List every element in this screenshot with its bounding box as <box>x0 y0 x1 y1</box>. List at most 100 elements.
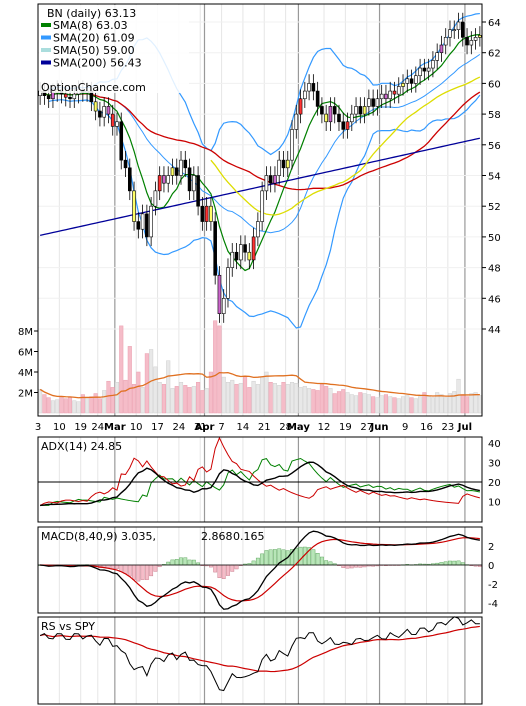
candle-body <box>234 251 239 261</box>
volume-bar <box>80 394 85 414</box>
volume-bar <box>187 387 192 414</box>
volume-bar <box>123 379 128 414</box>
candle-body <box>196 175 200 207</box>
candle-body <box>465 37 469 46</box>
macd-histogram-bar <box>191 559 196 566</box>
volume-bar <box>63 398 68 414</box>
x-tick-label: 24 <box>91 422 104 433</box>
volume-bar <box>72 400 77 414</box>
x-tick-label: Apr <box>195 422 215 433</box>
volume-bar <box>42 394 47 414</box>
macd-histogram-bar <box>255 557 260 566</box>
x-tick-label: 12 <box>318 422 331 433</box>
volume-bar <box>238 383 243 414</box>
panel-frame <box>37 436 483 523</box>
volume-bar <box>157 382 162 414</box>
candle-body <box>273 175 277 184</box>
candle-body <box>307 83 311 92</box>
candle-body <box>478 35 482 38</box>
x-tick-label: 3 <box>35 422 41 433</box>
candle-body <box>93 101 98 112</box>
candle-body <box>362 106 367 115</box>
macd-tick-label: 0 <box>488 561 494 572</box>
candle-body <box>217 274 222 314</box>
volume-bar <box>132 384 137 414</box>
volume-bar <box>396 398 401 414</box>
volume-bar <box>345 392 350 414</box>
macd-histogram-bar <box>213 564 218 573</box>
candle-body <box>179 159 183 176</box>
price-tick-label: 50 <box>488 233 501 244</box>
macd-histogram-bar <box>221 564 226 579</box>
panel-frame <box>37 3 483 417</box>
volume-bar <box>349 394 354 414</box>
x-tick-label: 9 <box>402 422 408 433</box>
volume-bar <box>289 382 295 414</box>
volume-bar <box>477 395 482 414</box>
watermark-text: OptionChance.com <box>41 81 146 94</box>
macd-histogram-bar <box>230 564 235 572</box>
volume-bar <box>435 392 440 414</box>
volume-bar <box>332 393 337 414</box>
candle-body <box>204 205 209 222</box>
volume-bar <box>255 384 260 414</box>
candle-body <box>260 190 264 222</box>
candle-body <box>431 60 435 69</box>
macd-histogram-bar <box>260 553 265 566</box>
volume-bar <box>234 384 239 414</box>
volume-bar <box>102 390 107 414</box>
macd-histogram-bar <box>136 564 141 582</box>
x-tick-label: 10 <box>130 422 143 433</box>
volume-bar <box>55 399 60 414</box>
macd-histogram-bar <box>127 564 132 577</box>
macd-histogram-bar <box>149 564 154 577</box>
candle-body <box>345 121 350 130</box>
candle-body <box>256 221 260 238</box>
candle-body <box>367 98 371 107</box>
candle-body <box>354 106 358 115</box>
volume-bar <box>328 388 333 414</box>
volume-bar <box>307 388 312 414</box>
volume-bar <box>85 397 90 414</box>
volume-bar <box>213 320 218 414</box>
volume-bar <box>456 378 461 414</box>
macd-histogram-bar <box>448 560 452 566</box>
candle-body <box>127 167 132 192</box>
legend-swatch <box>41 48 51 52</box>
yellow-avg-line <box>210 76 481 216</box>
candle-body <box>426 67 431 72</box>
candle-body <box>375 98 380 107</box>
candle-body <box>72 93 77 100</box>
macd-histogram-bar <box>179 557 183 566</box>
volume-bar <box>161 384 166 414</box>
macd-histogram-bar <box>110 564 115 569</box>
volume-bar <box>400 396 406 414</box>
candle-body <box>388 90 393 100</box>
candle-body <box>209 205 213 222</box>
x-tick-label: 17 <box>151 422 164 433</box>
macd-histogram-bar <box>140 564 145 580</box>
chart-title: BN (daily) 63.13 <box>47 7 136 20</box>
candle-body <box>102 106 106 118</box>
volume-bar <box>67 397 73 414</box>
volume-bar <box>375 397 380 414</box>
adx-title: ADX(14) 24.85 <box>41 440 122 453</box>
volume-bar <box>294 383 299 414</box>
candle-body <box>243 244 247 253</box>
candle-body <box>132 190 136 222</box>
volume-bar <box>89 396 94 414</box>
candle-body <box>162 175 166 184</box>
x-tick-label: 21 <box>258 422 271 433</box>
candle-body <box>238 244 243 261</box>
volume-bar <box>409 397 414 414</box>
macd-histogram-bar <box>319 556 324 566</box>
macd-histogram-bar <box>328 561 333 566</box>
volume-bar <box>285 384 290 414</box>
macd-histogram-bar <box>123 564 128 574</box>
volume-bar <box>465 396 470 414</box>
candle-body <box>277 159 282 176</box>
x-tick-label: 16 <box>420 422 433 433</box>
candle-body <box>392 90 397 95</box>
volume-bar <box>311 389 316 414</box>
